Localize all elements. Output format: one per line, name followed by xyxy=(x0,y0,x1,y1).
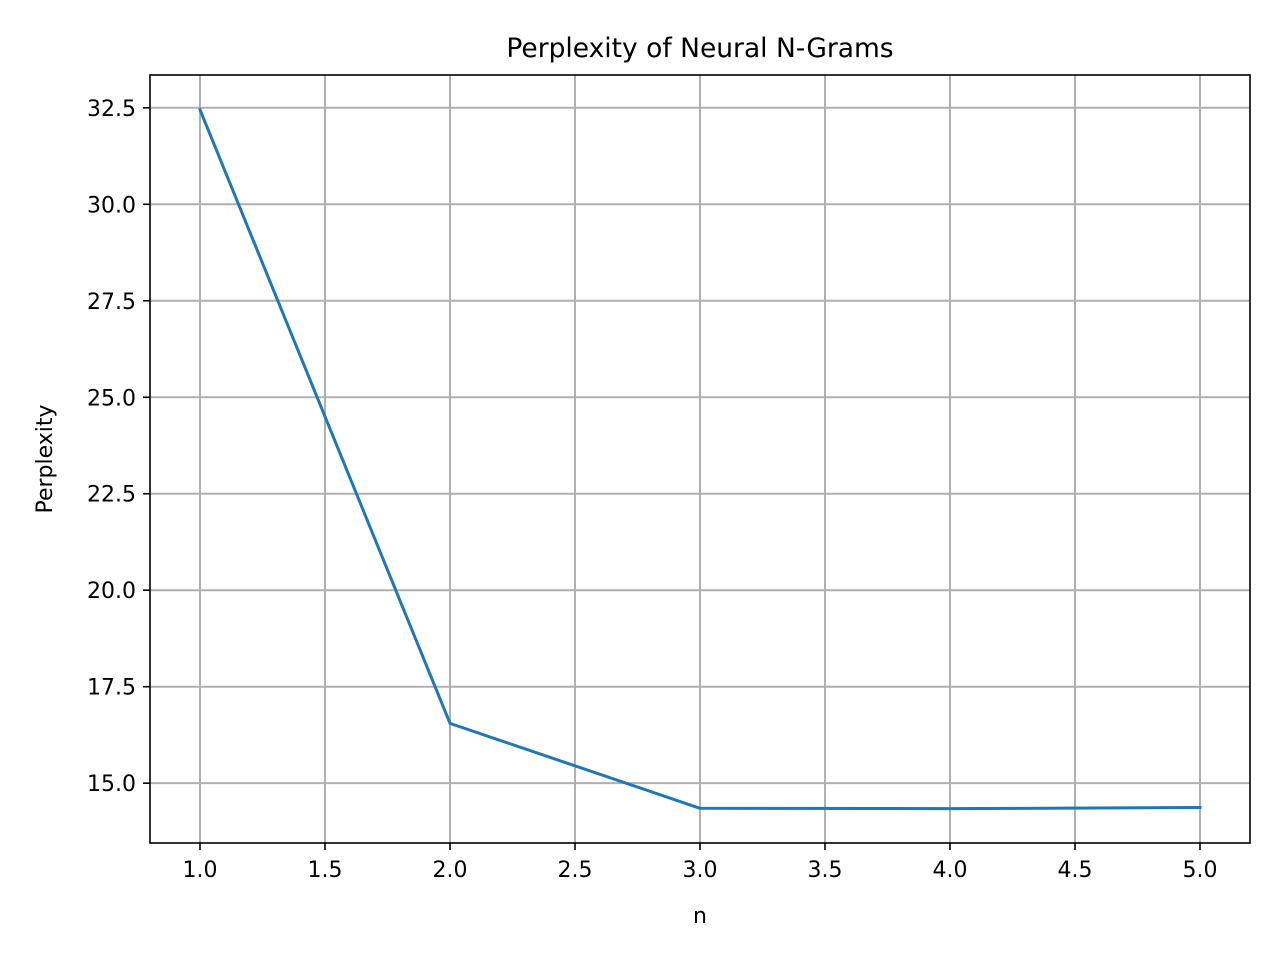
x-tick-label: 2.5 xyxy=(558,858,593,883)
y-tick-label: 27.5 xyxy=(87,290,136,315)
y-tick-label: 15.0 xyxy=(87,772,136,797)
x-tick-label: 3.0 xyxy=(683,858,718,883)
x-axis-ticks: 1.0 1.5 2.0 2.5 3.0 3.5 4.0 4.5 5.0 xyxy=(183,843,1218,883)
perplexity-series-line xyxy=(198,107,1202,811)
plot-series xyxy=(198,107,1202,811)
x-tick-label: 1.5 xyxy=(308,858,343,883)
x-axis-label: n xyxy=(693,904,707,929)
grid xyxy=(150,75,1250,843)
x-tick-label: 4.5 xyxy=(1058,858,1093,883)
y-tick-label: 30.0 xyxy=(87,193,136,218)
chart-title: Perplexity of Neural N-Grams xyxy=(506,33,893,64)
plot-frame xyxy=(149,74,1251,844)
y-tick-label: 17.5 xyxy=(87,676,136,701)
y-tick-label: 20.0 xyxy=(87,579,136,604)
y-axis-ticks: 15.0 17.5 20.0 22.5 25.0 27.5 30.0 32.5 xyxy=(87,97,150,797)
x-tick-label: 1.0 xyxy=(183,858,218,883)
y-tick-label: 32.5 xyxy=(87,97,136,122)
x-tick-label: 5.0 xyxy=(1183,858,1218,883)
y-tick-label: 25.0 xyxy=(87,386,136,411)
y-axis-label: Perplexity xyxy=(33,404,58,513)
x-tick-label: 2.0 xyxy=(433,858,468,883)
y-tick-label: 22.5 xyxy=(87,483,136,508)
x-tick-label: 4.0 xyxy=(933,858,968,883)
x-tick-label: 3.5 xyxy=(808,858,843,883)
